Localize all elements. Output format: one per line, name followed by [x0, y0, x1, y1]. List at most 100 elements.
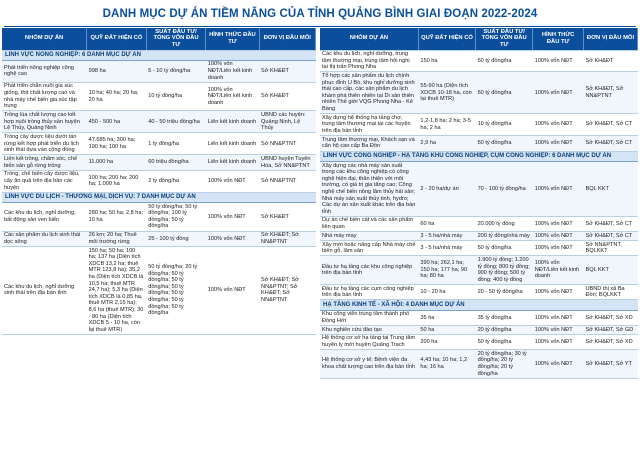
investment-cell: 40 - 50 triệu đồng/ha: [146, 110, 206, 134]
project-name-cell: Đầu tư hạ tầng các khu công nghiệp trên …: [320, 255, 419, 285]
investment-cell: 50 tỷ đồng/ha: [475, 135, 533, 152]
investment-cell: 50 tỷ đồng/ha; 20 tỷ đồng/ha; 50 tỷ đồng…: [146, 246, 206, 335]
table-row: Các khu du lịch, nghỉ dưỡng sinh thái tr…: [2, 246, 316, 335]
project-name-cell: Trung tâm thương mại, Khách sạn và căn h…: [320, 135, 419, 152]
table-row: Xây dựng hệ thống hạ tầng chợ, trung tâm…: [320, 113, 638, 137]
table-row: Đầu tư hạ tầng các khu công nghiệp trên …: [320, 255, 638, 285]
investment-form-cell: Liên kết kinh doanh: [205, 154, 260, 171]
investment-cell: 2 tỷ đồng/ha: [146, 170, 206, 193]
table-row: Xây dựng các nhà máy sản xuất trong các …: [320, 161, 638, 217]
agency-cell: UBND huyện Tuyên Hóa, Sở NN&PTNT: [259, 154, 316, 171]
project-name-cell: Tổ hợp các sản phẩm du lịch chính phục đ…: [320, 71, 419, 115]
land-area-cell: 100 ha; 200 ha; 200 ha; 1.000 ha: [86, 170, 147, 193]
section-header-row: LĨNH VỰC DU LỊCH - THƯƠNG MẠI, DỊCH VỤ: …: [2, 192, 316, 204]
table-row: Tổ hợp các sản phẩm du lịch chính phục đ…: [320, 71, 638, 115]
header-capital: SUẤT ĐẦU TƯ/ TỔNG VỐN ĐẦU TƯ: [475, 28, 534, 51]
land-area-cell: 2,9 ha: [418, 135, 476, 152]
investment-cell: 50 tỷ đồng/ha: [475, 334, 533, 351]
land-area-cell: 50 ha: [418, 325, 476, 335]
table-row: Các sản phẩm du lịch sinh thái dọc sông 2…: [2, 231, 316, 248]
investment-form-cell: 100% vốn NĐT: [205, 246, 260, 335]
investment-form-cell: 100% vốn NĐT/Liên kết kinh doanh: [205, 82, 260, 112]
agency-cell: BQL KKT: [583, 161, 638, 217]
section-title: HẠ TẦNG KINH TẾ - XÃ HỘI: 4 DANH MỤC DỰ …: [320, 299, 638, 311]
land-area-cell: 10 ha; 40 ha; 20 ha; 20 ha: [86, 82, 147, 112]
header-capital: SUẤT ĐẦU TƯ/ TỔNG VỐN ĐẦU TƯ: [146, 28, 207, 51]
table-row: Khu nghiên cứu đào tạo 50 ha 20 tỷ đồng/ha…: [320, 325, 638, 335]
right-project-table: NHÓM DỰ ÁN QUỸ ĐẤT HIỆN CÓ SUẤT ĐẦU TƯ/ …: [320, 28, 638, 379]
land-area-cell: 11.000 ha: [86, 154, 147, 171]
agency-cell: Sở KH&ĐT: [259, 82, 316, 112]
investment-cell: 1.900 tỷ đồng; 1.200 tỷ đồng; 800 tỷ đồn…: [475, 255, 533, 285]
right-table-body: Các khu du lịch, nghỉ dưỡng, trung tâm t…: [320, 50, 638, 379]
table-row: Các khu du lịch, nghỉ dưỡng, bất động sả…: [2, 202, 316, 232]
investment-form-cell: 100% vốn NĐT: [532, 71, 584, 115]
investment-form-cell: 100% vốn NĐT: [532, 349, 584, 379]
land-area-cell: 47.685 ha; 300 ha; 190 ha; 100 ha: [86, 132, 147, 156]
land-area-cell: 4,43 ha; 10 ha; 1,2 ha; 16 ha: [418, 349, 476, 379]
project-name-cell: Trồng lúa chất lượng cao kết hợp nuôi tr…: [2, 110, 87, 134]
left-table-panel: NHÓM DỰ ÁN QUỸ ĐẤT HIỆN CÓ SUẤT ĐẦU TƯ/ …: [2, 28, 316, 457]
project-name-cell: Các sản phẩm du lịch sinh thái dọc sông: [2, 231, 87, 248]
investment-cell: 50 tỷ đồng/ha: [475, 240, 533, 257]
investment-cell: 50 tỷ đồng/ha: [475, 71, 533, 115]
project-name-cell: Xây dựng các nhà máy sản xuất trong các …: [320, 161, 419, 217]
investment-form-cell: 100% vốn NĐT: [205, 170, 260, 193]
investment-form-cell: 100% vốn NĐT: [532, 284, 584, 301]
investment-cell: 35 tỷ đồng/ha: [475, 310, 533, 327]
section-header-row: LĨNH VỰC CÔNG NGHIỆP - HẠ TẦNG KHU CÔNG …: [320, 151, 638, 162]
project-name-cell: Dự án chế biến cát và các sản phẩm liên …: [320, 216, 419, 233]
right-table-header: NHÓM DỰ ÁN QUỸ ĐẤT HIỆN CÓ SUẤT ĐẦU TƯ/ …: [320, 28, 638, 51]
land-area-cell: 10 - 20 ha: [418, 284, 476, 301]
table-row: Hệ thống cơ sở hạ tầng tại Trung tâm huy…: [320, 334, 638, 351]
agency-cell: Sở KH&ĐT, Sở CT: [583, 135, 638, 152]
project-name-cell: Các khu du lịch, nghỉ dưỡng, trung tâm t…: [320, 50, 419, 73]
section-title: LĨNH VỰC NÔNG NGHIỆP: 6 DANH MỤC DỰ ÁN: [2, 50, 316, 61]
land-area-cell: 3 - 5 ha/nhà máy: [418, 231, 476, 242]
header-land: QUỸ ĐẤT HIỆN CÓ: [418, 28, 477, 51]
agency-cell: BQL KKT: [583, 255, 638, 285]
land-area-cell: 2 - 20 ha/dự án: [418, 161, 476, 217]
agency-cell: Sở NN&PTNT, BQLKKT: [583, 240, 638, 257]
banner: DANH MỤC DỰ ÁN TIỀM NĂNG CỦA TỈNH QUẢNG …: [0, 0, 640, 28]
agency-cell: Sở KH&ĐT; Sở NN&PTNT: [259, 231, 316, 248]
left-table-header: NHÓM DỰ ÁN QUỸ ĐẤT HIỆN CÓ SUẤT ĐẦU TƯ/ …: [2, 28, 316, 51]
project-name-cell: Các khu du lịch, nghỉ dưỡng sinh thái tr…: [2, 246, 87, 335]
investment-form-cell: 100% vốn NĐT/Liên kết kinh doanh: [205, 60, 260, 83]
project-name-cell: Phát triển chăn nuôi gia súc giống, thịt…: [2, 82, 87, 112]
agency-cell: Sở KH&ĐT: [259, 60, 316, 83]
investment-cell: 20.000 tỷ đồng: [475, 216, 533, 233]
investment-cell: 70 - 100 tỷ đồng/ha: [475, 161, 533, 217]
agency-cell: Sở KH&ĐT, Sở GD: [583, 325, 638, 335]
investment-cell: 200 tỷ đồng/nhà máy: [475, 231, 533, 242]
section-title: LĨNH VỰC CÔNG NGHIỆP - HẠ TẦNG KHU CÔNG …: [320, 151, 638, 162]
section-header-row: LĨNH VỰC NÔNG NGHIỆP: 6 DANH MỤC DỰ ÁN: [2, 50, 316, 61]
table-row: Trồng, chế biến cây dược liệu, cây ăn qu…: [2, 170, 316, 193]
agency-cell: Sở KH&ĐT, Sở XD: [583, 310, 638, 327]
header-form: HÌNH THỨC ĐẦU TƯ: [532, 28, 584, 51]
header-form: HÌNH THỨC ĐẦU TƯ: [205, 28, 260, 51]
project-name-cell: Liên kết trồng, chăm sóc, chế biến sản g…: [2, 154, 87, 171]
project-name-cell: Trồng, chế biến cây dược liệu, cây ăn qu…: [2, 170, 87, 193]
investment-cell: 50 tỷ đồng/ha: [475, 50, 533, 73]
table-row: Trung tâm thương mại, Khách sạn và căn h…: [320, 135, 638, 152]
land-area-cell: 1,2-1,8 ha; 2 ha; 3-5 ha; 2 ha: [418, 113, 476, 137]
table-row: Nhà máy may 3 - 5 ha/nhà máy 200 tỷ đồng/n…: [320, 231, 638, 242]
land-area-cell: 280 ha; 50 ha; 2,8 ha; 10 ha: [86, 202, 147, 232]
project-name-cell: Khu công viên trung tâm thành phố Đồng H…: [320, 310, 419, 327]
project-name-cell: Trồng cây dược liệu dưới tán rừng kết hợ…: [2, 132, 87, 156]
investment-cell: 20 tỷ đồng/ha: [475, 325, 533, 335]
land-area-cell: 200 ha: [418, 334, 476, 351]
project-name-cell: Xây dựng hệ thống hạ tầng chợ, trung tâm…: [320, 113, 419, 137]
land-area-cell: 26 km; 20 ha; Thuê môi trường rừng: [86, 231, 147, 248]
investment-form-cell: 100% vốn NĐT: [532, 113, 584, 137]
agency-cell: Sở KH&ĐT, Sở CT: [583, 113, 638, 137]
table-row: Các khu du lịch, nghỉ dưỡng, trung tâm t…: [320, 50, 638, 73]
investment-cell: 25 - 100 tỷ đồng: [146, 231, 206, 248]
investment-cell: 1 tỷ đồng/ha: [146, 132, 206, 156]
agency-cell: Sở KH&ĐT, Sở CT: [583, 231, 638, 242]
table-row: Khu công viên trung tâm thành phố Đồng H…: [320, 310, 638, 327]
agency-cell: Sở NN&PTNT: [259, 132, 316, 156]
project-name-cell: Đầu tư hạ tầng các cụm công nghiệp trên …: [320, 284, 419, 301]
agency-cell: UBND thị xã Ba Đồn; BQLKKT: [583, 284, 638, 301]
